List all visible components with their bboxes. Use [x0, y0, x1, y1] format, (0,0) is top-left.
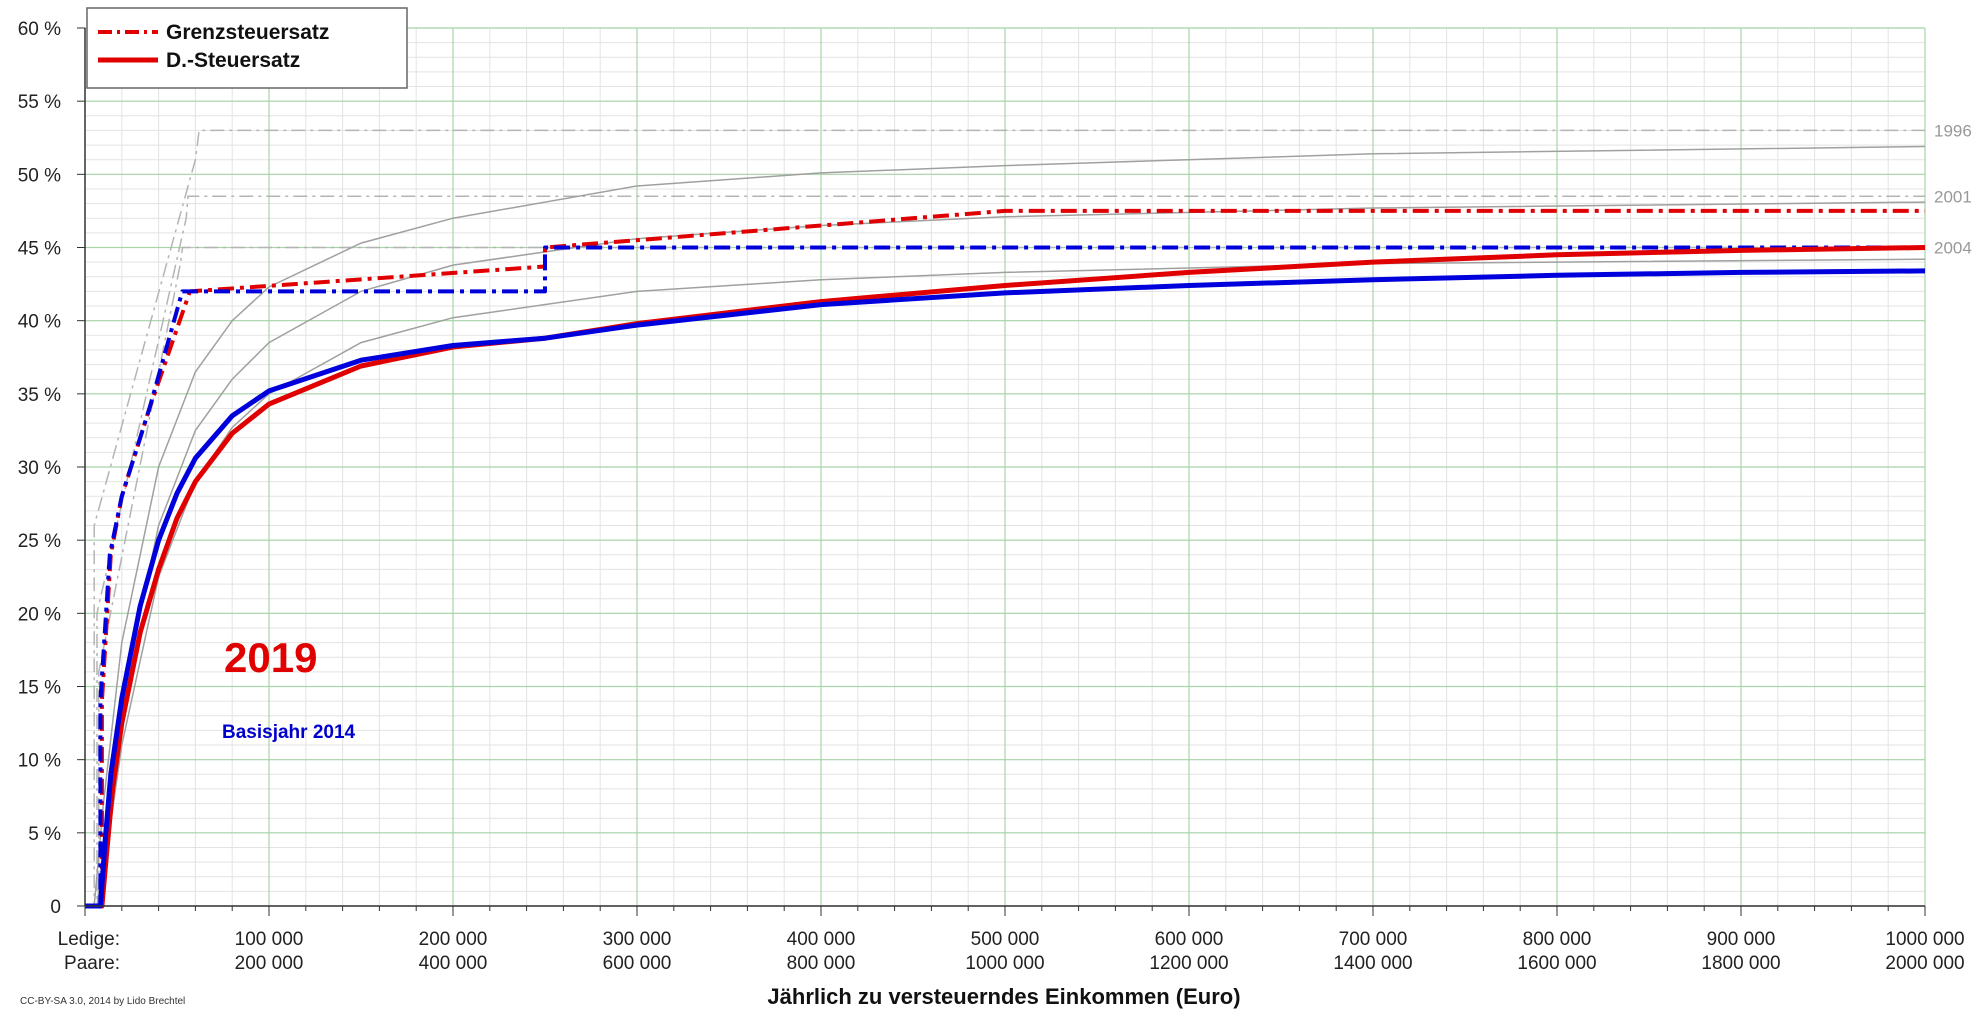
- x-tick-label-couple: 800 000: [787, 953, 856, 974]
- x-tick-label-single: 500 000: [971, 929, 1040, 950]
- legend-label-marginal: Grenzsteuersatz: [166, 21, 329, 44]
- x-tick-label-couple: 1600 000: [1517, 953, 1596, 974]
- x-tick-label-couple: 1400 000: [1333, 953, 1412, 974]
- x-tick-label-couple: 400 000: [419, 953, 488, 974]
- reference-year-label: 2001: [1934, 187, 1972, 206]
- x-tick-label-single: 700 000: [1339, 929, 1408, 950]
- y-tick-label: 40 %: [18, 312, 61, 333]
- x-tick-label-single: 800 000: [1523, 929, 1592, 950]
- x-tick-label-couple: 1200 000: [1149, 953, 1228, 974]
- legend-label-average: D.-Steuersatz: [166, 49, 300, 72]
- x-tick-label-couple: 1000 000: [965, 953, 1044, 974]
- reference-year-labels: 1996 2001 2004: [1934, 121, 1972, 257]
- reference-year-label: 2004: [1934, 239, 1972, 258]
- x-tick-label-single: 1000 000: [1885, 929, 1964, 950]
- x-axis-label: Jährlich zu versteuerndes Einkommen (Eur…: [767, 984, 1240, 1009]
- row-label-couple: Paare:: [64, 953, 120, 974]
- reference-year-label: 1996: [1934, 121, 1972, 140]
- x-tick-label-single: 100 000: [235, 929, 304, 950]
- y-tick-label: 45 %: [18, 239, 61, 260]
- series-line-marginal_2014: [85, 245, 1925, 908]
- y-tick-label: 5 %: [28, 824, 61, 845]
- base-year-annotation: Basisjahr 2014: [222, 722, 356, 743]
- axes: [77, 27, 1926, 916]
- year-annotation: 2019: [224, 634, 317, 681]
- x-tick-label-couple: 1800 000: [1701, 953, 1780, 974]
- legend-box: [86, 7, 408, 89]
- y-tick-label: 55 %: [18, 92, 61, 113]
- x-tick-label-single: 200 000: [419, 929, 488, 950]
- x-tick-label-couple: 200 000: [235, 953, 304, 974]
- y-tick-label: 60 %: [18, 19, 61, 40]
- series-line-average_2014: [85, 268, 1926, 909]
- y-tick-label: 35 %: [18, 385, 61, 406]
- y-tick-labels: 0 5 % 10 % 15 % 20 % 25 % 30 % 35 % 40 % 45 % 50 %…: [18, 19, 61, 918]
- row-label-single: Ledige:: [58, 929, 120, 950]
- x-tick-labels: 100 000 200 000 200 000 400 000 300 000 600 0…: [235, 929, 1965, 974]
- data-series: [85, 208, 1926, 909]
- series-line-average_2019: [85, 245, 1926, 909]
- y-tick-label: 50 %: [18, 165, 61, 186]
- y-tick-label: 30 %: [18, 458, 61, 479]
- x-tick-label-couple: 600 000: [603, 953, 672, 974]
- y-tick-label: 10 %: [18, 751, 61, 772]
- x-tick-label-couple: 2000 000: [1885, 953, 1964, 974]
- legend: Grenzsteuersatz D.-Steuersatz: [86, 7, 408, 89]
- x-tick-label-single: 900 000: [1707, 929, 1776, 950]
- y-tick-label: 0: [50, 897, 61, 918]
- y-tick-label: 25 %: [18, 531, 61, 552]
- y-tick-label: 20 %: [18, 604, 61, 625]
- x-tick-label-single: 600 000: [1155, 929, 1224, 950]
- y-tick-label: 15 %: [18, 678, 61, 699]
- reference-line-average_1996: [85, 145, 1926, 907]
- x-tick-label-single: 400 000: [787, 929, 856, 950]
- x-tick-label-single: 300 000: [603, 929, 672, 950]
- credit-text: CC-BY-SA 3.0, 2014 by Lido Brechtel: [20, 996, 185, 1007]
